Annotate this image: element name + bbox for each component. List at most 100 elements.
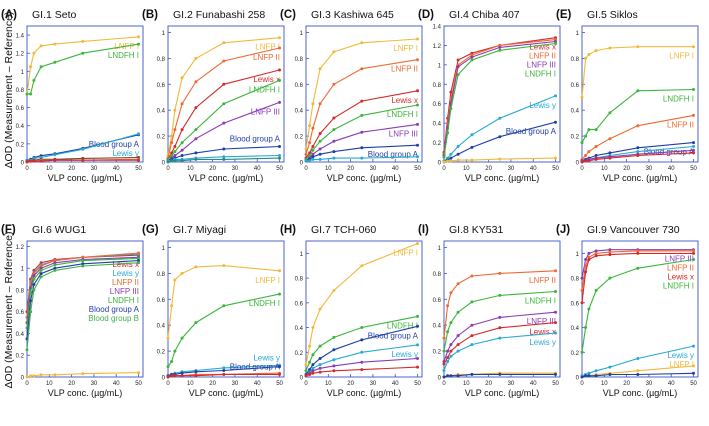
data-point	[32, 374, 36, 378]
x-axis-label: VLP conc. (µg/mL)	[189, 388, 264, 398]
panel-title: GI.2 Funabashi 258	[173, 9, 265, 21]
data-point	[580, 301, 584, 305]
x-tick-label: 40	[254, 166, 261, 172]
data-point	[53, 263, 57, 267]
data-point	[636, 249, 640, 253]
series-label: LNFP I	[669, 52, 694, 61]
data-point	[180, 128, 184, 132]
data-point	[29, 310, 33, 314]
panel-f: (F) GI.6 WUG1 0 0.2 0.4 0.6 0.8 1 1.2 0 10 20 30 40 50…	[1, 224, 144, 398]
series-label: Blood group A	[230, 135, 281, 144]
data-point	[360, 326, 364, 329]
data-point	[446, 131, 450, 135]
y-tick-label: 1	[21, 267, 25, 273]
data-point	[594, 128, 598, 132]
data-point	[608, 156, 612, 160]
data-point	[25, 375, 29, 379]
data-point	[311, 353, 315, 357]
data-point	[360, 130, 364, 134]
y-tick-label: 0.6	[571, 301, 580, 307]
series-label: Lewis y	[667, 351, 694, 360]
data-point	[170, 141, 174, 145]
data-point	[29, 92, 33, 96]
panel-title: GI.7 Miyagi	[173, 224, 226, 236]
y-tick-label: 0.8	[157, 272, 166, 278]
data-point	[53, 42, 57, 46]
data-point	[470, 58, 474, 62]
x-axis-label: VLP conc. (µg/mL)	[48, 388, 123, 398]
data-point	[304, 369, 308, 373]
panel-d: (D) GI.4 Chiba 407 0 0.2 0.4 0.6 0.8 1 1.2 1.4 0 10…	[418, 9, 561, 183]
series-label: LNDFH I	[525, 297, 556, 306]
data-point	[278, 100, 281, 104]
data-point	[194, 106, 198, 110]
data-point	[554, 331, 557, 335]
data-point	[39, 272, 43, 276]
data-point	[311, 148, 315, 152]
data-point	[222, 147, 226, 151]
y-tick-label: 0	[162, 161, 166, 167]
data-point	[636, 357, 640, 360]
data-point	[442, 375, 446, 379]
series-label: Lewis y	[112, 269, 139, 278]
data-point	[53, 60, 57, 64]
data-point	[449, 152, 453, 156]
x-tick-label: 40	[530, 381, 537, 387]
data-point	[608, 373, 612, 376]
data-point	[446, 356, 450, 360]
data-point	[608, 111, 612, 115]
data-point	[608, 253, 612, 257]
x-tick-label: 0	[166, 381, 170, 387]
data-point	[137, 259, 140, 263]
x-tick-label: 0	[166, 166, 170, 172]
data-point	[608, 250, 612, 254]
x-tick-label: 40	[668, 381, 675, 387]
x-tick-label: 10	[187, 166, 194, 172]
data-point	[594, 289, 598, 292]
data-point	[456, 310, 460, 314]
y-tick-label: 0.8	[433, 83, 442, 89]
data-point	[180, 374, 184, 378]
series-label: LNFP III	[527, 317, 556, 326]
data-point	[587, 150, 591, 154]
y-tick-label: 0.4	[571, 109, 580, 115]
data-point	[39, 44, 43, 48]
data-point	[180, 159, 184, 163]
x-tick-label: 30	[91, 381, 98, 387]
series-label: LNFP II	[391, 65, 418, 74]
data-point	[416, 365, 419, 369]
data-point	[442, 336, 446, 340]
x-tick-label: 50	[552, 166, 559, 172]
y-tick-label: 0	[438, 376, 442, 382]
data-point	[456, 343, 460, 347]
series-label: LNDFH I	[525, 70, 556, 79]
x-tick-label: 30	[370, 381, 377, 387]
data-point	[318, 102, 322, 106]
data-point	[692, 88, 695, 91]
data-point	[416, 357, 419, 360]
data-point	[608, 151, 612, 155]
data-point	[584, 134, 588, 138]
data-point	[584, 154, 588, 157]
data-point	[446, 330, 450, 334]
data-point	[81, 39, 85, 43]
data-point	[304, 159, 308, 163]
data-point	[360, 113, 364, 117]
series-label: Blood group A	[368, 331, 419, 340]
data-point	[594, 374, 598, 378]
panel-title: GI.1 Seto	[32, 9, 77, 21]
y-tick-label: 0	[576, 376, 580, 382]
data-point	[587, 371, 591, 375]
y-tick-label: 0.2	[433, 141, 442, 147]
data-point	[332, 150, 336, 154]
data-point	[222, 372, 226, 376]
data-point	[692, 251, 695, 255]
series-label: Blood group A	[89, 305, 140, 314]
plot-frame	[167, 25, 285, 163]
series-label: Lewis x	[529, 43, 556, 52]
y-tick-label: 0.2	[295, 135, 304, 141]
data-point	[222, 121, 226, 125]
